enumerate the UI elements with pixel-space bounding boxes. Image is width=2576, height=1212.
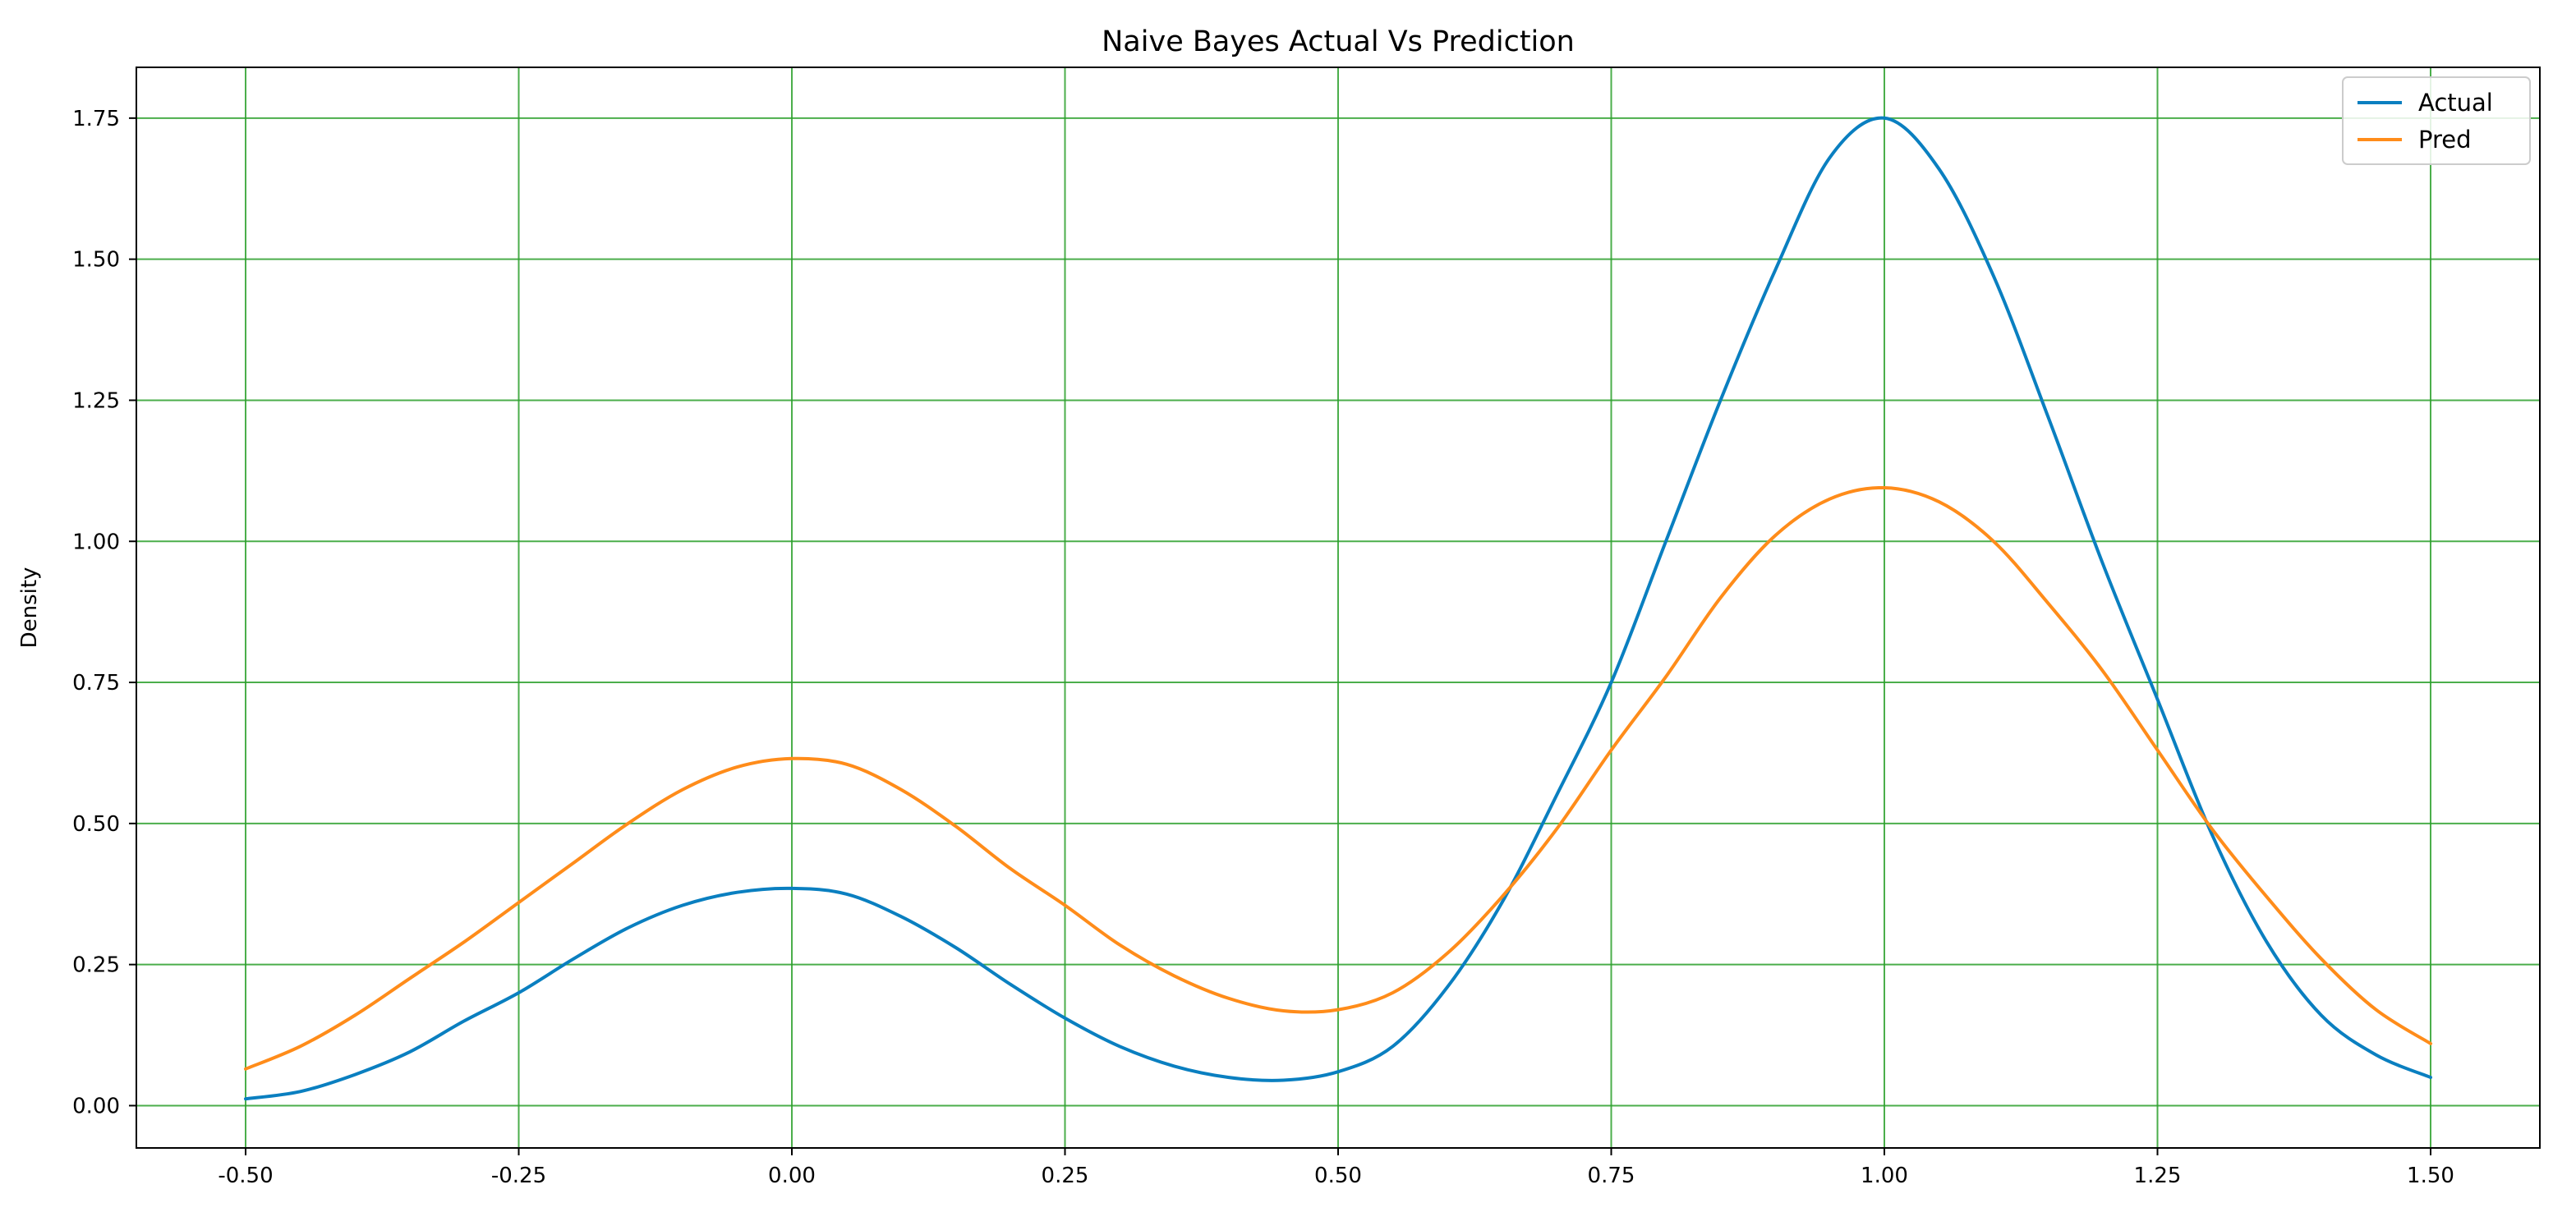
x-axis-ticks: -0.50 -0.25 0.00 0.25 0.50 0.75 1.00 1.25 1.50 [218, 1148, 2454, 1188]
y-axis-ticks: 0.00 0.25 0.50 0.75 1.00 1.25 1.50 1.75 [72, 107, 136, 1118]
x-tick-label: 1.25 [2134, 1164, 2182, 1188]
y-tick-label: 1.25 [72, 388, 120, 413]
y-tick-label: 0.00 [72, 1094, 120, 1118]
series-line-actual [244, 116, 2432, 1101]
x-tick-label: -0.50 [218, 1164, 273, 1188]
y-axis-label: Density [17, 567, 42, 649]
y-tick-label: 0.75 [72, 671, 120, 696]
x-tick-label: 0.50 [1314, 1164, 1362, 1188]
legend-label-actual: Actual [2418, 89, 2493, 117]
x-tick-label: 0.75 [1588, 1164, 1635, 1188]
x-tick-label: 1.50 [2407, 1164, 2454, 1188]
y-tick-label: 1.75 [72, 107, 120, 131]
y-tick-label: 1.00 [72, 530, 120, 554]
legend-box [2342, 76, 2531, 165]
legend: Actual Pred [2342, 76, 2531, 165]
x-tick-label: 0.00 [768, 1164, 816, 1188]
x-tick-label: -0.25 [491, 1164, 546, 1188]
y-tick-label: 1.50 [72, 248, 120, 273]
grid-lines [136, 67, 2540, 1148]
x-tick-label: 0.25 [1042, 1164, 1089, 1188]
y-tick-label: 0.25 [72, 953, 120, 978]
series-lines [244, 116, 2432, 1101]
y-tick-label: 0.50 [72, 812, 120, 837]
chart-title: Naive Bayes Actual Vs Prediction [1102, 25, 1575, 58]
series-line-pred [244, 485, 2432, 1071]
x-tick-label: 1.00 [1861, 1164, 1908, 1188]
legend-label-pred: Pred [2418, 126, 2472, 154]
